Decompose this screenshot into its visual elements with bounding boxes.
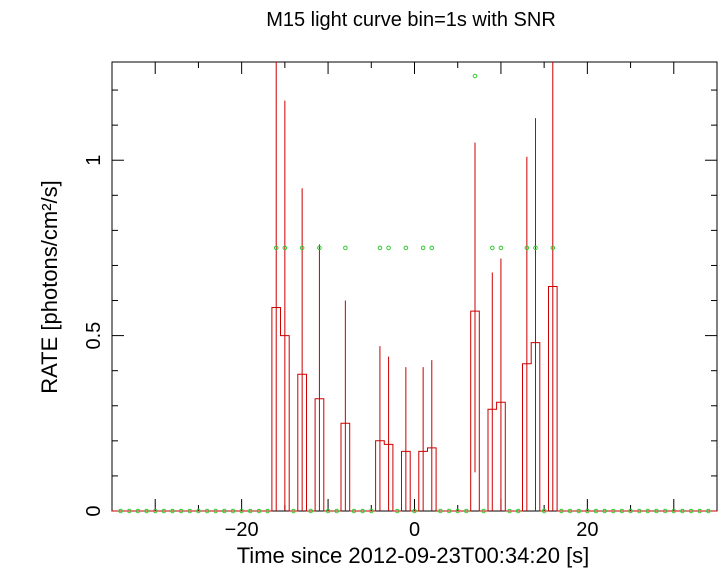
snr-marker xyxy=(308,508,314,514)
x-axis-label: Time since 2012-09-23T00:34:20 [s] xyxy=(237,543,590,568)
snr-marker xyxy=(170,508,175,514)
snr-marker xyxy=(680,508,685,514)
snr-marker xyxy=(256,508,262,514)
snr-marker xyxy=(446,508,452,514)
snr-marker xyxy=(161,508,167,514)
x-axis-ticks: −20 0 20 xyxy=(154,62,675,541)
snr-marker xyxy=(541,508,547,514)
snr-marker xyxy=(420,245,426,251)
snr-marker xyxy=(438,508,443,514)
snr-marker xyxy=(273,245,279,251)
snr-marker xyxy=(455,508,461,514)
snr-marker xyxy=(230,508,236,514)
snr-marker xyxy=(472,73,478,79)
snr-marker xyxy=(610,508,616,514)
snr-marker xyxy=(602,508,607,514)
snr-marker xyxy=(645,508,651,514)
snr-marker xyxy=(178,508,184,514)
snr-marker xyxy=(135,508,141,514)
snr-marker xyxy=(247,508,253,514)
snr-marker xyxy=(152,508,158,514)
snr-marker xyxy=(265,508,270,514)
snr-marker xyxy=(213,508,219,514)
snr-marker xyxy=(325,508,331,514)
snr-marker xyxy=(118,508,123,514)
x-tick-label: 20 xyxy=(576,519,598,541)
snr-marker xyxy=(481,508,486,514)
snr-marker xyxy=(533,245,538,251)
snr-marker xyxy=(507,508,512,514)
chart-title: M15 light curve bin=1s with SNR xyxy=(266,9,556,31)
snr-marker xyxy=(282,245,288,251)
snr-marker xyxy=(636,508,642,514)
snr-marker xyxy=(334,508,340,514)
snr-marker xyxy=(126,508,132,514)
y-tick-label: 1 xyxy=(83,155,105,166)
snr-marker xyxy=(343,245,348,251)
snr-marker xyxy=(196,508,201,514)
snr-marker xyxy=(144,508,149,514)
snr-marker xyxy=(429,245,435,251)
snr-marker xyxy=(299,245,305,251)
snr-marker xyxy=(559,508,564,514)
snr-marker xyxy=(498,245,504,251)
snr-marker xyxy=(291,508,296,514)
snr-marker xyxy=(377,245,383,251)
y-tick-label: 0 xyxy=(83,505,105,516)
snr-marker xyxy=(654,508,659,514)
snr-marker xyxy=(239,508,244,514)
snr-marker xyxy=(671,508,677,514)
rate-step-line xyxy=(112,286,717,512)
snr-marker xyxy=(515,508,521,514)
snr-marker xyxy=(628,508,633,514)
snr-marker xyxy=(351,508,357,514)
snr-marker xyxy=(576,508,582,514)
snr-marker xyxy=(222,508,227,514)
snr-series xyxy=(118,73,711,514)
snr-marker xyxy=(567,508,573,514)
snr-marker xyxy=(524,245,530,251)
x-tick-label: 0 xyxy=(409,519,420,541)
snr-marker xyxy=(412,508,417,514)
y-axis-ticks: 00.51 xyxy=(83,89,717,517)
snr-marker xyxy=(368,508,374,514)
y-axis-label: RATE [photons/cm²/s] xyxy=(37,180,62,394)
snr-marker xyxy=(204,508,210,514)
snr-marker xyxy=(706,508,711,514)
snr-marker xyxy=(697,508,703,514)
snr-marker xyxy=(662,508,668,514)
snr-marker xyxy=(550,245,556,251)
snr-marker xyxy=(360,508,365,514)
snr-marker xyxy=(593,508,599,514)
snr-marker xyxy=(403,245,409,251)
snr-marker xyxy=(464,508,469,514)
x-tick-label: −20 xyxy=(225,519,259,541)
snr-marker xyxy=(585,508,590,514)
rate-series xyxy=(112,62,717,512)
snr-marker xyxy=(619,508,625,514)
snr-marker xyxy=(317,245,322,251)
snr-marker xyxy=(386,245,391,251)
snr-marker xyxy=(187,508,193,514)
snr-marker xyxy=(489,245,495,251)
snr-marker xyxy=(688,508,694,514)
snr-marker xyxy=(394,508,400,514)
y-tick-label: 0.5 xyxy=(83,322,105,350)
plot-frame xyxy=(111,61,718,512)
